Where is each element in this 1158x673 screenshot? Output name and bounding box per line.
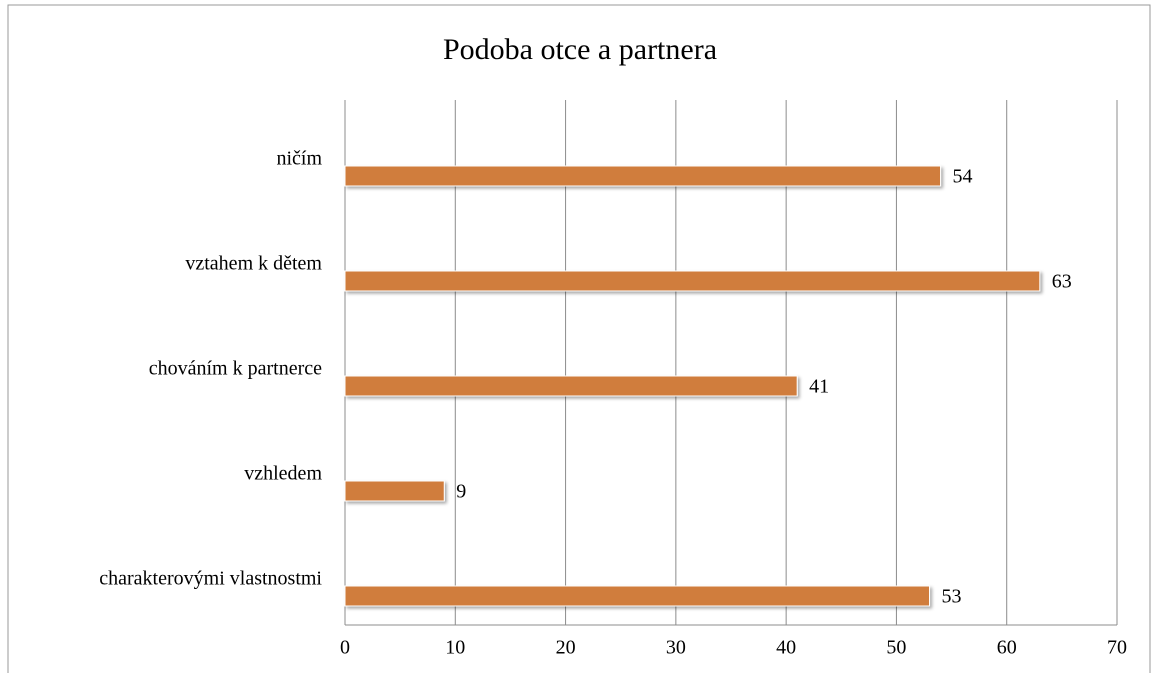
x-tick-label: 0 — [340, 637, 350, 659]
bar — [344, 585, 931, 607]
x-tick-label: 10 — [445, 637, 465, 659]
y-tick-label: ničím — [276, 148, 322, 170]
data-label: 63 — [1052, 271, 1072, 293]
data-label: 9 — [456, 481, 466, 503]
x-tick-label: 40 — [776, 637, 796, 659]
x-tick-label: 20 — [556, 637, 576, 659]
data-label: 41 — [809, 376, 829, 398]
bar — [344, 375, 798, 397]
x-tick-label: 50 — [886, 637, 906, 659]
data-label: 53 — [942, 586, 962, 608]
x-tick-label: 70 — [1107, 637, 1127, 659]
bar — [344, 480, 445, 502]
chart-title: Podoba otce a partnera — [443, 33, 717, 66]
chart-frame — [7, 4, 1151, 673]
x-tick-label: 30 — [666, 637, 686, 659]
y-tick-label: chováním k partnerce — [149, 358, 322, 380]
bar — [344, 165, 942, 187]
y-tick-label: charakterovými vlastnostmi — [99, 568, 322, 590]
y-tick-label: vztahem k dětem — [185, 253, 322, 275]
y-tick-label: vzhledem — [244, 463, 322, 485]
x-tick-label: 60 — [997, 637, 1017, 659]
bar — [344, 270, 1041, 292]
data-label: 54 — [953, 166, 973, 188]
